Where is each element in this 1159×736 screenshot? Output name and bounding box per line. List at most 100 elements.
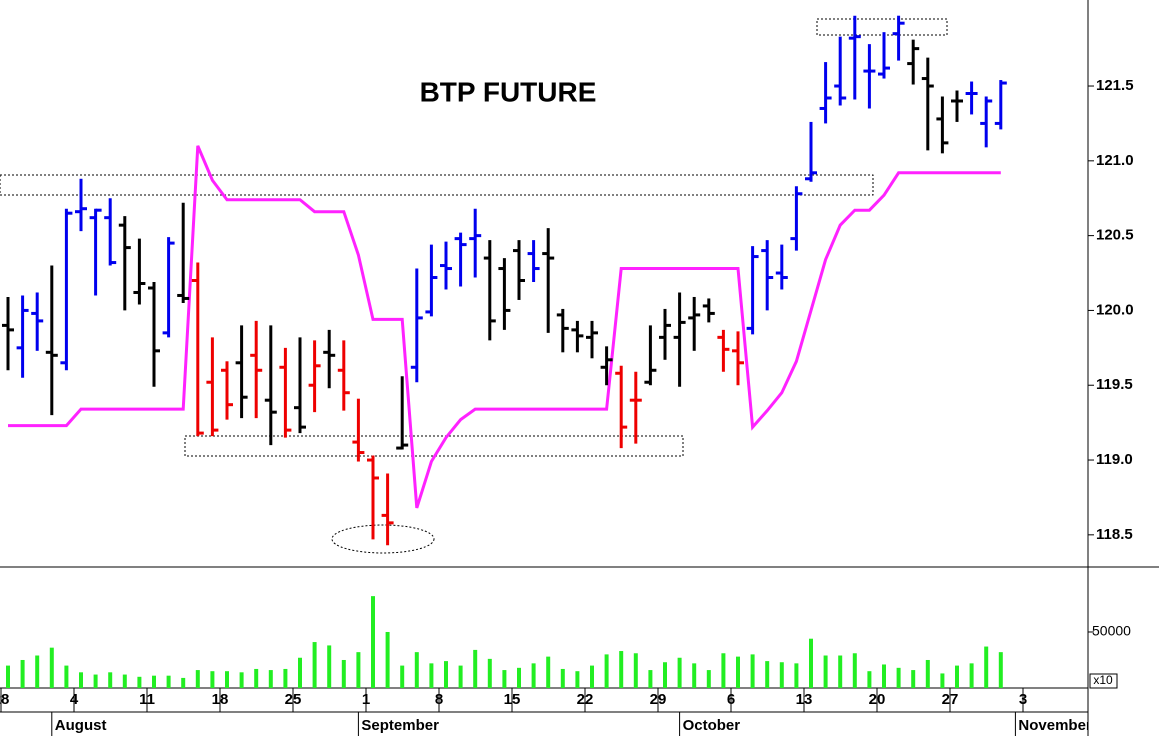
ohlc-bar [673, 292, 686, 387]
ohlc-bar [848, 15, 861, 100]
volume-bar [64, 665, 69, 688]
volume-bar [575, 671, 580, 688]
ohlc-bar [191, 262, 204, 437]
volume-bar [531, 663, 536, 688]
ohlc-bar [615, 365, 628, 449]
ohlc-bar [294, 337, 306, 434]
x-tick-label: 28 [0, 691, 9, 708]
volume-bar [6, 665, 10, 688]
ohlc-bar [133, 238, 146, 305]
x-tick-label: 6 [727, 691, 735, 708]
ohlc-bar [337, 340, 350, 411]
ohlc-bar [659, 308, 671, 360]
ohlc-bar [834, 36, 847, 106]
ohlc-bar [31, 292, 44, 351]
x-tick-label: 29 [650, 691, 667, 708]
volume-bar [648, 670, 653, 688]
volume-unit-label: x10 [1093, 673, 1113, 687]
ohlc-bar [586, 320, 598, 359]
ohlc-bar [440, 241, 452, 290]
volume-bar [327, 645, 332, 688]
volume-bar [181, 677, 186, 688]
volume-bar [823, 655, 828, 688]
volume-tick-label: 50000 [1092, 623, 1131, 639]
volume-bar [49, 647, 54, 688]
ohlc-bar [994, 80, 1007, 130]
y-tick-label: 119.5 [1096, 376, 1133, 393]
ohlc-bar [498, 258, 511, 330]
ohlc-bar [148, 282, 160, 387]
ohlc-bar [702, 298, 715, 323]
month-label: October [683, 717, 741, 734]
volume-bar [706, 670, 711, 688]
ohlc-bar [513, 240, 525, 300]
ohlc-bar [907, 39, 920, 85]
ohlc-bar [805, 121, 817, 182]
volume-bar [239, 672, 244, 688]
volume-bar [35, 655, 40, 688]
volume-bar [254, 668, 259, 688]
ohlc-bar [527, 240, 540, 283]
volume-bar [750, 654, 755, 688]
ohlc-bar [410, 268, 423, 383]
ohlc-bar [162, 237, 175, 338]
volume-bar [298, 657, 302, 688]
volume-bar [546, 656, 551, 688]
ohlc-bar [469, 208, 482, 278]
ohlc-bar [16, 295, 29, 378]
volume-bar [108, 672, 113, 688]
volume-bar [93, 674, 98, 688]
ohlc-bar [308, 340, 321, 413]
unit-box [1089, 673, 1118, 689]
ohlc-bar [323, 329, 336, 389]
volume-bar [984, 646, 989, 688]
volume-bar [414, 652, 419, 688]
volume-bar [385, 631, 390, 688]
ohlc-bar [629, 371, 642, 444]
volume-bar [663, 662, 667, 688]
volume-bar [20, 659, 25, 688]
ohlc-bar [352, 398, 365, 462]
ohlc-bar [878, 32, 890, 79]
top-box [816, 18, 948, 36]
ohlc-bar [761, 240, 774, 311]
ohlc-bar [644, 325, 657, 386]
volume-bar [633, 653, 638, 688]
volume-bar [210, 671, 215, 688]
volume-bar [268, 670, 273, 688]
volume-bar [517, 667, 521, 688]
ohlc-bar [936, 96, 949, 154]
volume-bar [721, 653, 726, 688]
volume-bar [312, 642, 317, 688]
volume-bar [736, 656, 740, 688]
x-tick-label: 15 [504, 691, 521, 708]
month-label: September [361, 717, 439, 734]
ohlc-bar [483, 240, 496, 341]
ohlc-bar [250, 320, 263, 419]
ohlc-bar [600, 346, 613, 386]
volume-bar [604, 654, 609, 688]
volume-bar [677, 657, 682, 688]
annotations [0, 18, 948, 554]
ohlc-bar [542, 228, 555, 333]
ohlc-bar [790, 186, 803, 251]
volume-bar [473, 649, 478, 688]
ohlc-bar [965, 81, 978, 115]
volume-bar [137, 676, 142, 688]
volume-bar [590, 665, 594, 688]
volume-bar [882, 664, 886, 688]
x-tick-label: 22 [577, 691, 594, 708]
volume-bar [969, 663, 974, 688]
ohlc-bar [2, 296, 14, 371]
volume-bar [809, 638, 813, 688]
ohlc-bar [571, 320, 584, 353]
ohlc-bar [221, 361, 233, 420]
volume-bar [619, 651, 624, 688]
x-tick-label: 18 [212, 691, 229, 708]
ohlc-bar [396, 376, 409, 450]
x-tick-label: 25 [285, 691, 302, 708]
volume-bar [152, 675, 156, 688]
ohlc-bar [367, 455, 379, 540]
volume-bar [487, 658, 492, 688]
y-tick-label: 121.0 [1096, 152, 1134, 169]
